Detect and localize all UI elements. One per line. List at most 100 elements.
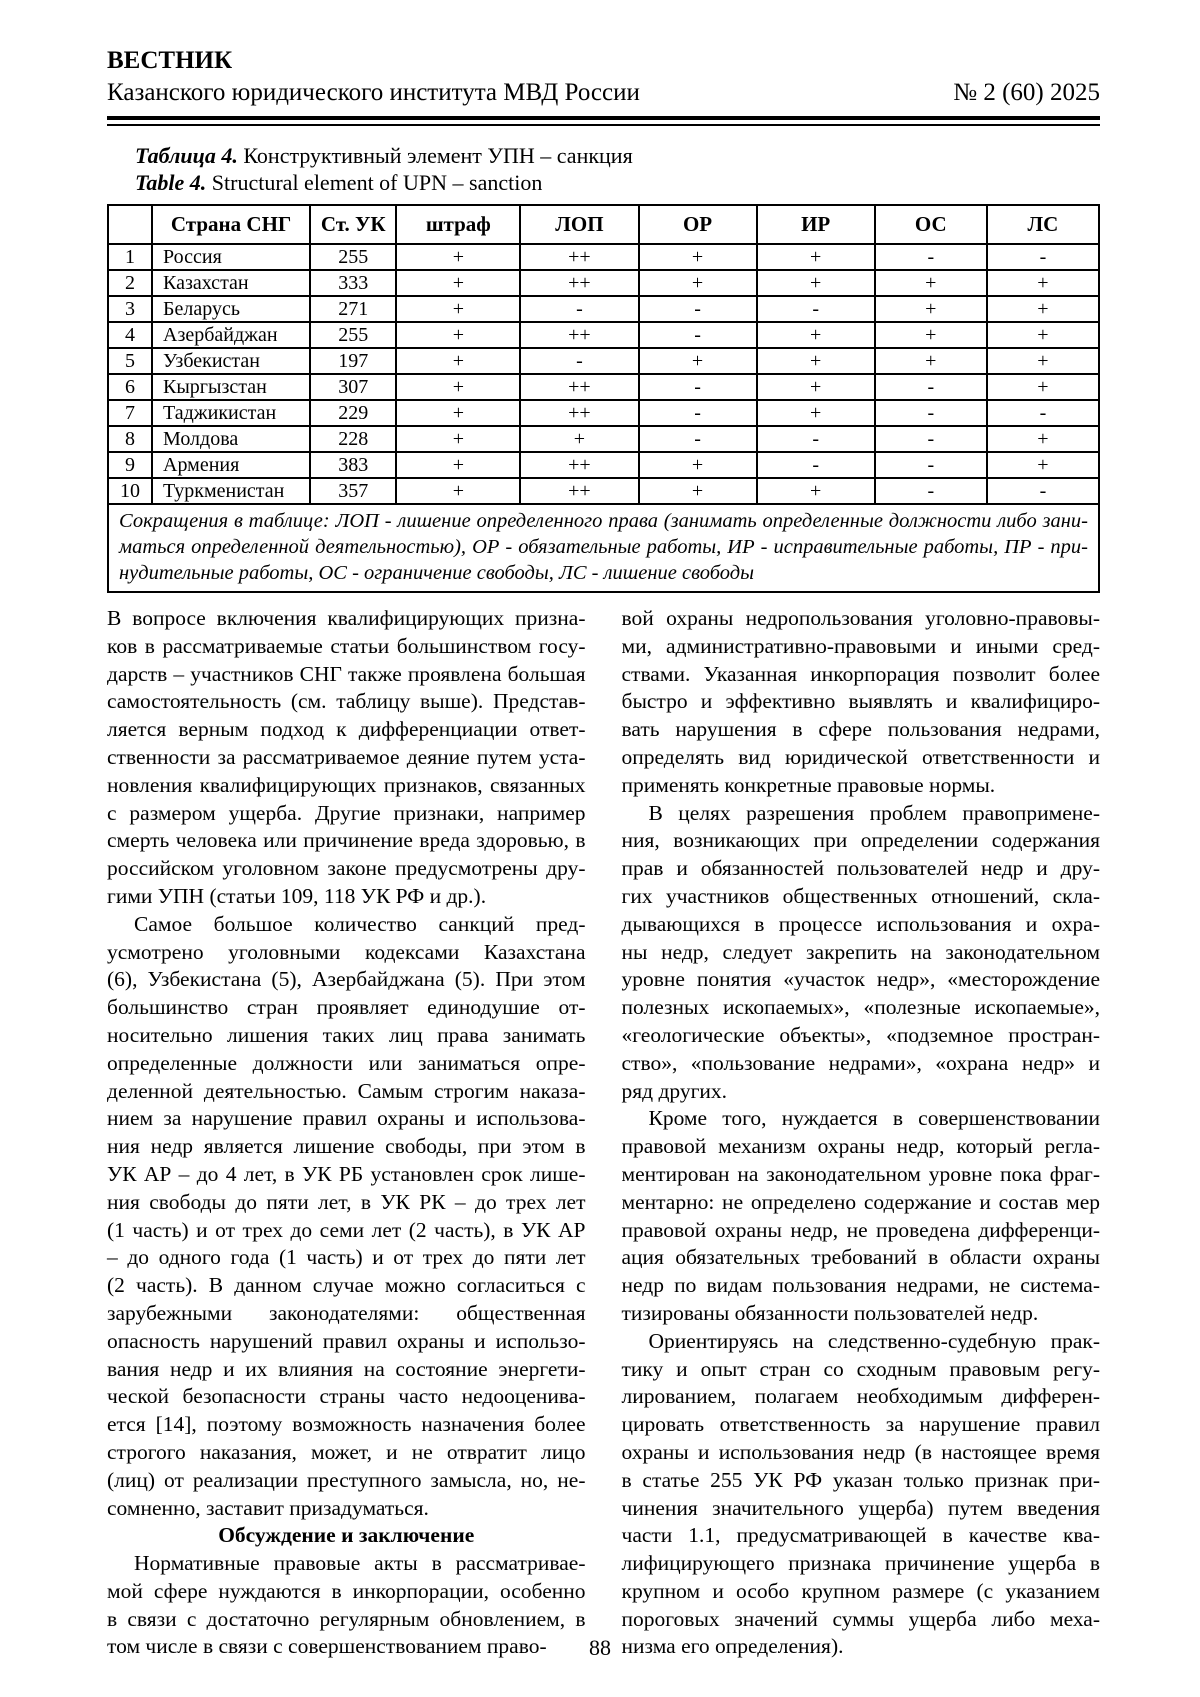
text-line: тику и опыт стран со сходным правовым ре… xyxy=(621,1356,1101,1381)
text-line: уровне понятия «участок недр», «месторож… xyxy=(621,967,1101,992)
table-cell: 10 xyxy=(106,477,154,505)
table-cell: + xyxy=(985,373,1101,401)
text-line: ряд других. xyxy=(621,1078,728,1103)
table-cell: - xyxy=(985,399,1101,427)
table-cell: + xyxy=(637,347,758,375)
table-cell: ++ xyxy=(519,451,640,479)
table-cell: ++ xyxy=(519,399,640,427)
table-cell: 333 xyxy=(309,269,398,297)
text-line: деленной деятельностью. Самым строгим на… xyxy=(107,1078,586,1103)
table-row: 2 Казахстан 333 + ++ + + + + xyxy=(106,269,1101,297)
table-row: 7 Таджикистан 229 + ++ - + - - xyxy=(106,399,1101,427)
text-line: ческой безопасности страны часто недооце… xyxy=(107,1384,586,1409)
text-line: российском уголовном законе предусмотрен… xyxy=(107,856,586,881)
text-line: ми, административно-правовыми и иными ср… xyxy=(621,633,1101,658)
text-line: В вопросе включения квалифицирующих приз… xyxy=(107,606,586,630)
table-cell: Азербайджан xyxy=(151,321,312,349)
text-line: мой сфере нуждаются в инкорпорации, особ… xyxy=(107,1578,586,1603)
table-cell: + xyxy=(985,269,1101,297)
column-header: ЛОП xyxy=(519,204,640,245)
journal-header: ВЕСТНИК Казанского юридического институт… xyxy=(107,46,1100,126)
table-cell: ++ xyxy=(519,477,640,505)
text-line: пороговых значений суммы ущерба либо мех… xyxy=(621,1606,1101,1631)
text-line: нием за нарушение правил охраны и исполь… xyxy=(107,1106,586,1131)
text-line: лированием, полагаем необходимым диффере… xyxy=(621,1384,1101,1409)
table-cell: - xyxy=(873,477,988,505)
table-cell: 7 xyxy=(106,399,154,427)
text-line: смерть человека или причинение вреда здо… xyxy=(107,828,586,853)
table-cell: 357 xyxy=(309,477,398,505)
column-header: ОР xyxy=(637,204,758,245)
table-cell: - xyxy=(873,451,988,479)
text-line: (2 часть). В данном случае можно согласи… xyxy=(107,1273,586,1298)
sanction-table: Страна СНГ Ст. УК штраф ЛОП ОР ИР ОС ЛС 1 Россия… xyxy=(106,204,1101,593)
table-note-row: Сокращения в таблице: ЛОП - лишение опре… xyxy=(107,503,1100,593)
table-cell: + xyxy=(755,269,876,297)
text-line: Ориентируясь на следственно-судебную пра… xyxy=(648,1328,1101,1353)
table-cell: + xyxy=(755,399,876,427)
text-line: крупном и особо крупном размере (с указа… xyxy=(621,1578,1101,1603)
table-cell: ++ xyxy=(519,243,640,271)
table-row: 10 Туркменистан 357 + ++ + + - - xyxy=(106,477,1101,505)
table-cell: + xyxy=(755,373,876,401)
table-cell: 5 xyxy=(106,347,154,375)
table-cell: 255 xyxy=(309,321,398,349)
journal-subtitle: Казанского юридического института МВД Ро… xyxy=(107,79,640,106)
table-cell: + xyxy=(395,373,522,401)
table-cell: Узбекистан xyxy=(151,347,312,375)
text-line: определять вид юридической ответственнос… xyxy=(621,744,1101,769)
table-cell: + xyxy=(985,425,1101,453)
right-column: вой охраны недропользования уголовно-пра… xyxy=(622,605,1101,1661)
section-heading: Обсуждение и заключение xyxy=(218,1523,475,1548)
text-line: применять конкретные правовые нормы. xyxy=(621,772,996,797)
table-cell: + xyxy=(985,321,1101,349)
table-cell: - xyxy=(637,373,758,401)
text-line: охраны и использования недр (в настоящее… xyxy=(621,1439,1101,1464)
table-cell: 3 xyxy=(106,295,154,323)
text-line: вания недр и их влияния на состояние эне… xyxy=(107,1356,586,1381)
table-cell: + xyxy=(985,295,1101,323)
table-row: 4 Азербайджан 255 + ++ - + + + xyxy=(106,321,1101,349)
table-cell: + xyxy=(755,477,876,505)
page-number: 88 xyxy=(589,1635,611,1660)
table-caption: Таблица 4. Конструктивный элемент УПН – … xyxy=(107,142,1100,196)
table-cell: 271 xyxy=(309,295,398,323)
text-line: гих участников общественных отношений, с… xyxy=(621,883,1101,908)
text-line: ния свободы до пяти лет, в УК РК – до тр… xyxy=(107,1189,586,1214)
table-cell: - xyxy=(755,295,876,323)
table-caption-label-en: Table 4. xyxy=(135,170,207,195)
table-cell: - xyxy=(637,321,758,349)
table-cell: - xyxy=(637,425,758,453)
text-line: Самое большое количество санкций пред- xyxy=(134,911,586,936)
table-cell: Молдова xyxy=(151,425,312,453)
table-cell: Казахстан xyxy=(151,269,312,297)
table-cell: + xyxy=(395,243,522,271)
text-line: (6), Узбекистана (5), Азербайджана (5). … xyxy=(107,967,586,992)
text-line: (1 часть) и от трех до семи лет (2 часть… xyxy=(107,1217,586,1242)
text-line: ется [14], поэтому возможность назначени… xyxy=(107,1412,586,1437)
text-line: низма его определения). xyxy=(621,1634,844,1659)
text-line: дывающихся в процессе использования и ох… xyxy=(621,911,1101,936)
column-header: штраф xyxy=(395,204,522,245)
table-cell: Беларусь xyxy=(151,295,312,323)
text-line: сомненно, заставит призадуматься. xyxy=(107,1495,429,1520)
table-cell: 383 xyxy=(309,451,398,479)
text-line: лифицирующего признака причинение ущерба… xyxy=(621,1551,1101,1576)
table-cell: 1 xyxy=(106,243,154,271)
text-line: ственности за рассматриваемое деяние пут… xyxy=(107,744,586,769)
note-line: Сокращения в таблице: ЛОП - лишение опре… xyxy=(119,510,1088,532)
table-cell: - xyxy=(985,243,1101,271)
table-cell: + xyxy=(755,347,876,375)
table-cell: + xyxy=(637,243,758,271)
table-cell: + xyxy=(755,243,876,271)
table-row: 6 Кыргызстан 307 + ++ - + - + xyxy=(106,373,1101,401)
table-cell: + xyxy=(637,269,758,297)
table-cell: - xyxy=(985,477,1101,505)
text-line: носительно лишения таких лиц права заним… xyxy=(107,1022,586,1047)
text-line: части 1.1, предусматривающей в качестве … xyxy=(621,1523,1101,1548)
text-line: ствами. Указанная инкорпорация позволит … xyxy=(621,661,1101,686)
column-header: ЛС xyxy=(985,204,1101,245)
table-row: 8 Молдова 228 + + - - - + xyxy=(106,425,1101,453)
table-cell: Туркменистан xyxy=(151,477,312,505)
